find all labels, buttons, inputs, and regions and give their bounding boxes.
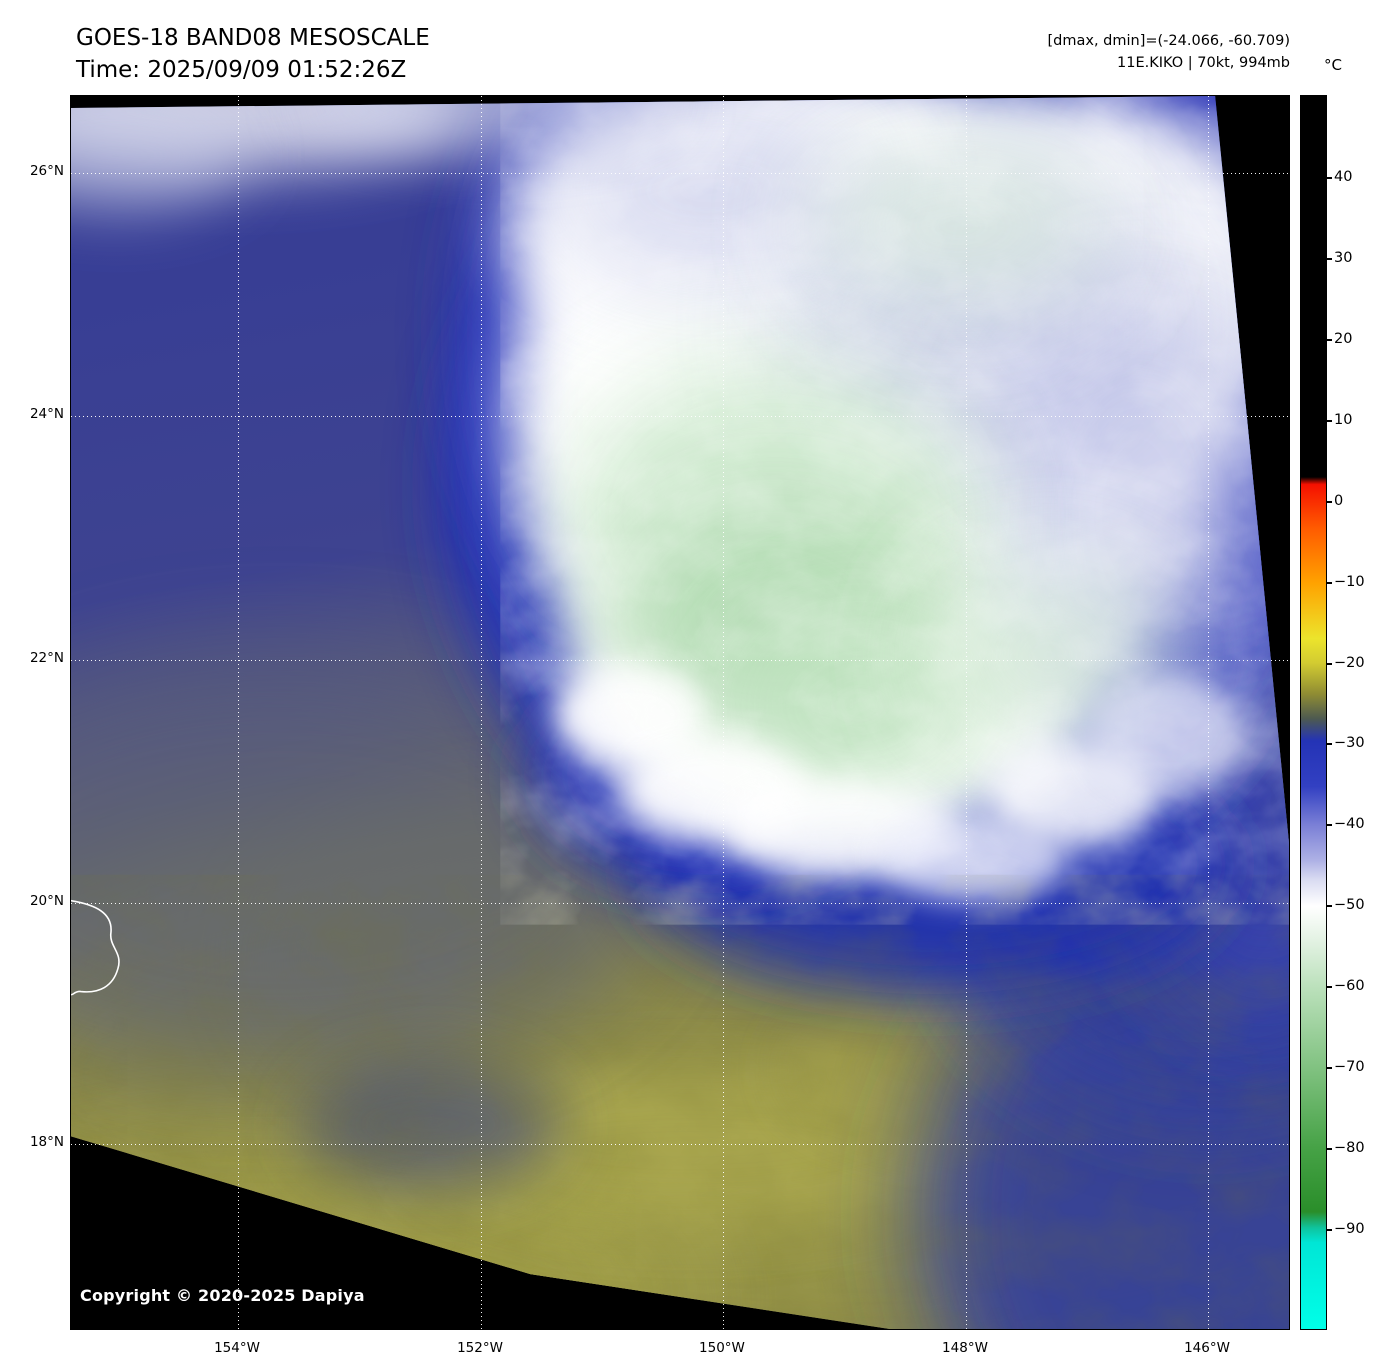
- colorbar-tick: [1327, 1147, 1332, 1150]
- lon-tick-label: 154°W: [214, 1340, 260, 1356]
- colorbar-tick: [1327, 905, 1332, 908]
- colorbar-unit-label: °C: [1324, 56, 1342, 74]
- colorbar-tick-label: −70: [1334, 1058, 1365, 1075]
- storm-info-label: 11E.KIKO | 70kt, 994mb: [1117, 55, 1290, 71]
- colorbar-tick: [1327, 1228, 1332, 1231]
- product-title: GOES-18 BAND08 MESOSCALE: [76, 25, 430, 51]
- colorbar-tick: [1327, 500, 1332, 503]
- colorbar-tick-label: 0: [1334, 492, 1344, 509]
- colorbar-tick: [1327, 824, 1332, 827]
- colorbar-tick-label: −90: [1334, 1220, 1365, 1237]
- coastline-hawaii: [71, 899, 120, 996]
- lon-tick-label: 148°W: [942, 1340, 988, 1356]
- colorbar-tick-label: 30: [1334, 250, 1353, 267]
- colorbar-tick-label: 10: [1334, 411, 1353, 428]
- colorbar-tick-label: −20: [1334, 654, 1365, 671]
- colorbar-tick-label: −80: [1334, 1139, 1365, 1156]
- satellite-imagery: [71, 96, 1289, 1329]
- colorbar-tick-label: −40: [1334, 816, 1365, 833]
- colorbar-tick-label: −50: [1334, 897, 1365, 914]
- colorbar-tick-label: −30: [1334, 735, 1365, 752]
- lon-tick-label: 150°W: [699, 1340, 745, 1356]
- lat-tick-label: 22°N: [29, 650, 64, 667]
- header-left: GOES-18 BAND08 MESOSCALE Time: 2025/09/0…: [76, 22, 430, 86]
- colorbar-tick: [1327, 258, 1332, 261]
- colorbar-tick: [1327, 581, 1332, 584]
- colorbar-tick: [1327, 419, 1332, 422]
- colorbar-tick: [1327, 339, 1332, 342]
- colorbar-tick-label: −60: [1334, 978, 1365, 995]
- colorbar-tick: [1327, 177, 1332, 180]
- colorbar-tick: [1327, 1066, 1332, 1069]
- colorbar-tick: [1327, 662, 1332, 665]
- lon-tick-label: 152°W: [457, 1340, 503, 1356]
- colorbar-tick: [1327, 986, 1332, 989]
- lat-tick-label: 24°N: [29, 405, 64, 422]
- header-right: [dmax, dmin]=(-24.066, -60.709) 11E.KIKO…: [1048, 30, 1291, 74]
- copyright-label: Copyright © 2020-2025 Dapiya: [80, 1286, 365, 1305]
- lat-tick-label: 26°N: [29, 162, 64, 179]
- satellite-map: Copyright © 2020-2025 Dapiya: [70, 95, 1290, 1330]
- lon-tick-label: 146°W: [1184, 1340, 1230, 1356]
- colorbar-tick: [1327, 743, 1332, 746]
- time-label: Time: 2025/09/09 01:52:26Z: [76, 57, 407, 83]
- lat-tick-label: 20°N: [29, 892, 64, 909]
- colorbar-tick-label: 20: [1334, 331, 1353, 348]
- dmax-dmin-label: [dmax, dmin]=(-24.066, -60.709): [1047, 33, 1291, 49]
- colorbar-tick-label: −10: [1334, 573, 1365, 590]
- colorbar: [1300, 95, 1327, 1330]
- colorbar-tick-label: 40: [1334, 169, 1353, 186]
- lat-tick-label: 18°N: [29, 1134, 64, 1151]
